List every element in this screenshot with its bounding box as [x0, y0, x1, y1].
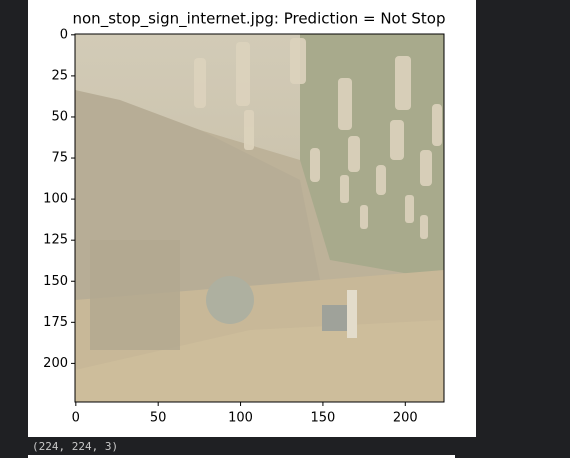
x-tick-label: 100: [228, 411, 253, 426]
x-tick-label: 150: [311, 411, 336, 426]
y-tick-label: 150: [43, 274, 68, 289]
y-tick-label: 50: [51, 109, 68, 124]
y-tick-label: 175: [43, 315, 68, 330]
y-tick-label: 100: [43, 192, 68, 207]
y-tick-label: 0: [60, 27, 68, 42]
x-tick-label: 0: [72, 411, 80, 426]
y-tick-label: 125: [43, 233, 68, 248]
axes-frame: [74, 33, 445, 403]
y-tick-label: 75: [51, 151, 68, 166]
output-text: (224, 224, 3): [32, 440, 118, 453]
y-tick-label: 200: [43, 356, 68, 371]
x-tick-label: 50: [150, 411, 167, 426]
image: [75, 34, 444, 402]
x-tick-label: 200: [393, 411, 418, 426]
next-output-edge: [28, 455, 455, 458]
chart-title: non_stop_sign_internet.jpg: Prediction =…: [73, 10, 446, 29]
y-tick-label: 25: [51, 68, 68, 83]
